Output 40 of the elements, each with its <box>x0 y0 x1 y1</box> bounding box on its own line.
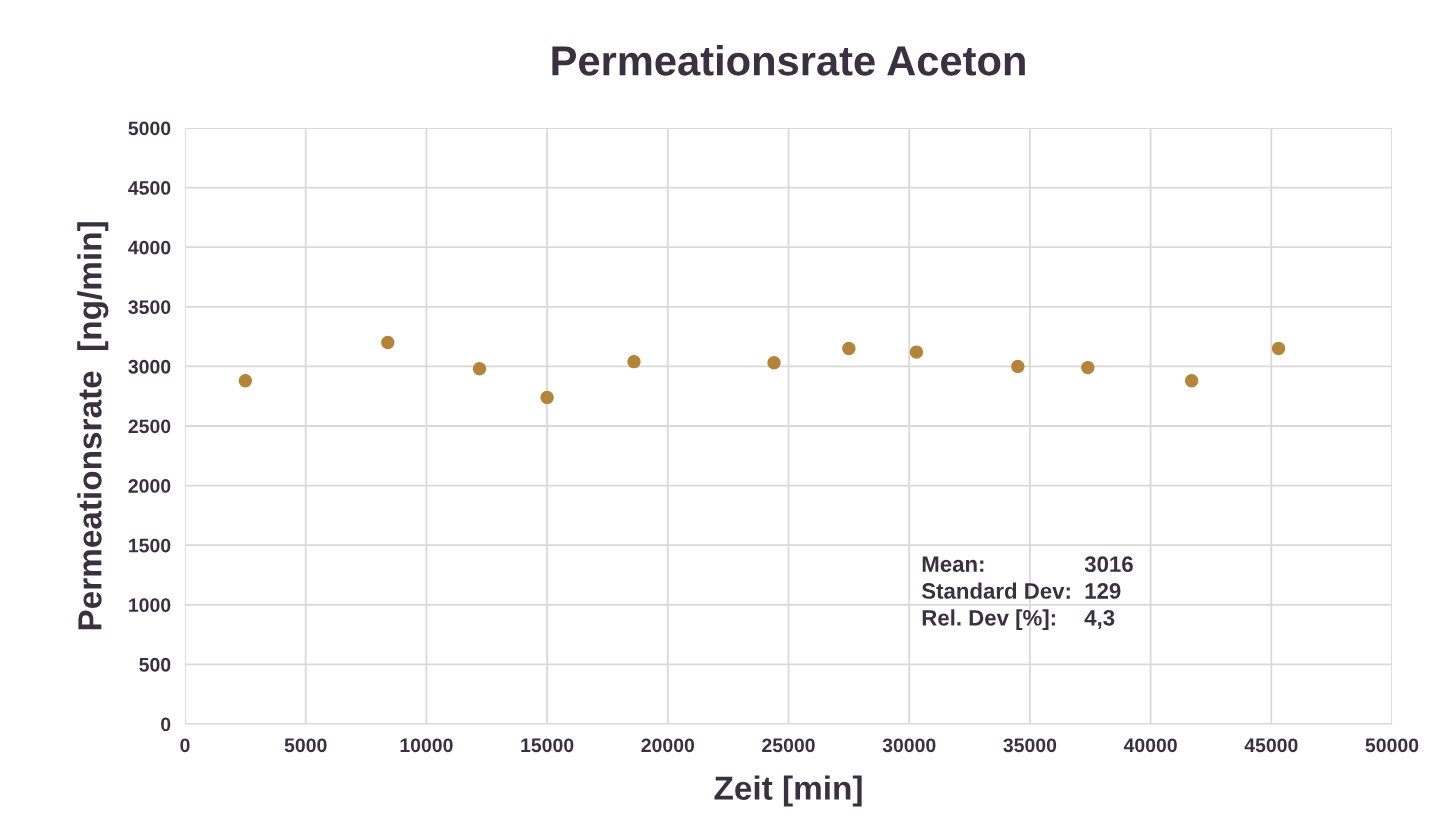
point <box>767 356 781 370</box>
y-tick-label: 2000 <box>128 479 171 493</box>
y-tick-label: 1000 <box>129 598 171 613</box>
point <box>472 362 487 376</box>
point <box>909 345 924 359</box>
x-tick-label: 40000 <box>1123 738 1177 753</box>
point <box>1271 341 1286 356</box>
y-tick-label: 1500 <box>129 538 171 553</box>
x-tick-label: 50000 <box>1365 738 1419 753</box>
x-tick-label: 25000 <box>762 738 815 753</box>
point <box>842 341 856 356</box>
y-tick-label: 3000 <box>128 359 171 374</box>
y-tick-label: 4000 <box>128 240 171 255</box>
annotation: Standard Dev: 129 <box>921 582 1121 599</box>
x-tick-label: 5000 <box>284 738 327 753</box>
chart-title: Permeationsrate Aceton <box>552 45 1025 76</box>
y-tick-label: 500 <box>139 657 171 672</box>
y-tick-label: 3500 <box>128 300 171 315</box>
y-tick-label: 4500 <box>128 181 171 195</box>
point <box>1011 359 1025 374</box>
point <box>238 373 253 388</box>
y-tick-label: 0 <box>161 717 171 732</box>
text: Rel. Dev [%]: 4,3 <box>922 609 1115 631</box>
x-tick-label: 35000 <box>1003 738 1057 753</box>
y-axis-title: Permeationsrate [ng/min] <box>77 222 109 630</box>
point <box>1184 373 1199 388</box>
point <box>1081 360 1095 375</box>
x-tick-label: 10000 <box>400 738 453 753</box>
x-tick-label: 15000 <box>521 738 574 753</box>
x-tick-label: 20000 <box>641 738 695 753</box>
point <box>381 335 395 350</box>
x-tick-label: 45000 <box>1244 738 1298 753</box>
x-axis-title: Zeit [min] <box>714 775 862 807</box>
point <box>540 390 554 405</box>
y-tick-label: 5000 <box>128 121 171 136</box>
text: Mean: 3016 <box>922 556 1133 573</box>
x-tick-label: 0 <box>180 738 190 753</box>
point <box>627 354 641 369</box>
y-tick-label: 2500 <box>128 419 171 434</box>
x-tick-label: 30000 <box>882 738 936 753</box>
